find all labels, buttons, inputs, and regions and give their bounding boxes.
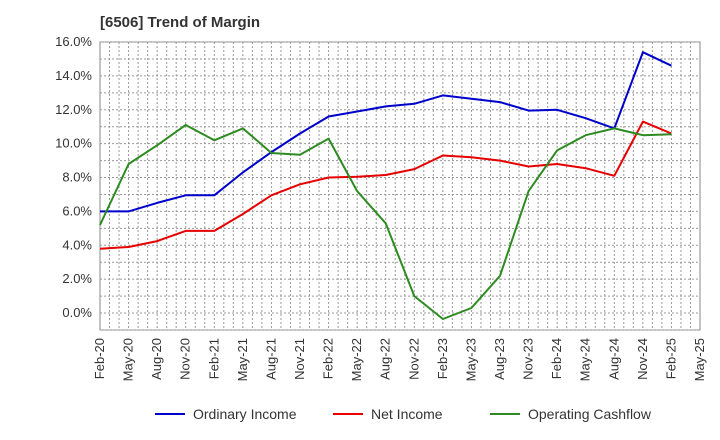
x-tick-label: Feb-25 — [663, 338, 678, 379]
y-tick-label: 16.0% — [55, 34, 92, 49]
y-tick-label: 2.0% — [62, 271, 92, 286]
x-tick-label: May-20 — [121, 338, 136, 381]
x-tick-label: Feb-23 — [435, 338, 450, 379]
x-tick-label: Nov-21 — [292, 338, 307, 380]
x-tick-label: May-22 — [349, 338, 364, 381]
x-tick-label: May-25 — [692, 338, 707, 381]
x-tick-label: May-21 — [235, 338, 250, 381]
x-tick-label: Feb-24 — [549, 338, 564, 379]
x-tick-label: Nov-20 — [178, 338, 193, 380]
x-tick-label: Aug-24 — [606, 338, 621, 380]
x-tick-label: Aug-23 — [492, 338, 507, 380]
x-tick-label: Nov-24 — [635, 338, 650, 380]
x-tick-label: Feb-20 — [92, 338, 107, 379]
y-tick-label: 6.0% — [62, 203, 92, 218]
legend-label: Ordinary Income — [193, 406, 297, 422]
legend-label: Operating Cashflow — [528, 406, 652, 422]
y-tick-label: 14.0% — [55, 68, 92, 83]
x-tick-label: Feb-21 — [206, 338, 221, 379]
x-tick-label: Aug-22 — [378, 338, 393, 380]
y-tick-label: 0.0% — [62, 305, 92, 320]
y-tick-label: 10.0% — [55, 136, 92, 151]
x-tick-label: Nov-23 — [521, 338, 536, 380]
x-tick-label: Aug-21 — [263, 338, 278, 380]
x-tick-label: Feb-22 — [321, 338, 336, 379]
y-tick-label: 12.0% — [55, 102, 92, 117]
plot-area — [99, 41, 701, 331]
x-tick-label: Aug-20 — [149, 338, 164, 380]
series-line-ordinary-income — [100, 51, 672, 213]
series-line-operating-cashflow — [99, 124, 672, 320]
legend-label: Net Income — [371, 406, 443, 422]
x-tick-label: Nov-22 — [406, 338, 421, 380]
x-tick-label: May-23 — [463, 338, 478, 381]
x-tick-label: May-24 — [578, 338, 593, 381]
y-tick-label: 8.0% — [62, 170, 92, 185]
chart-title: [6506] Trend of Margin — [100, 14, 261, 31]
series-line-net-income — [99, 120, 672, 250]
y-tick-label: 4.0% — [62, 237, 92, 252]
